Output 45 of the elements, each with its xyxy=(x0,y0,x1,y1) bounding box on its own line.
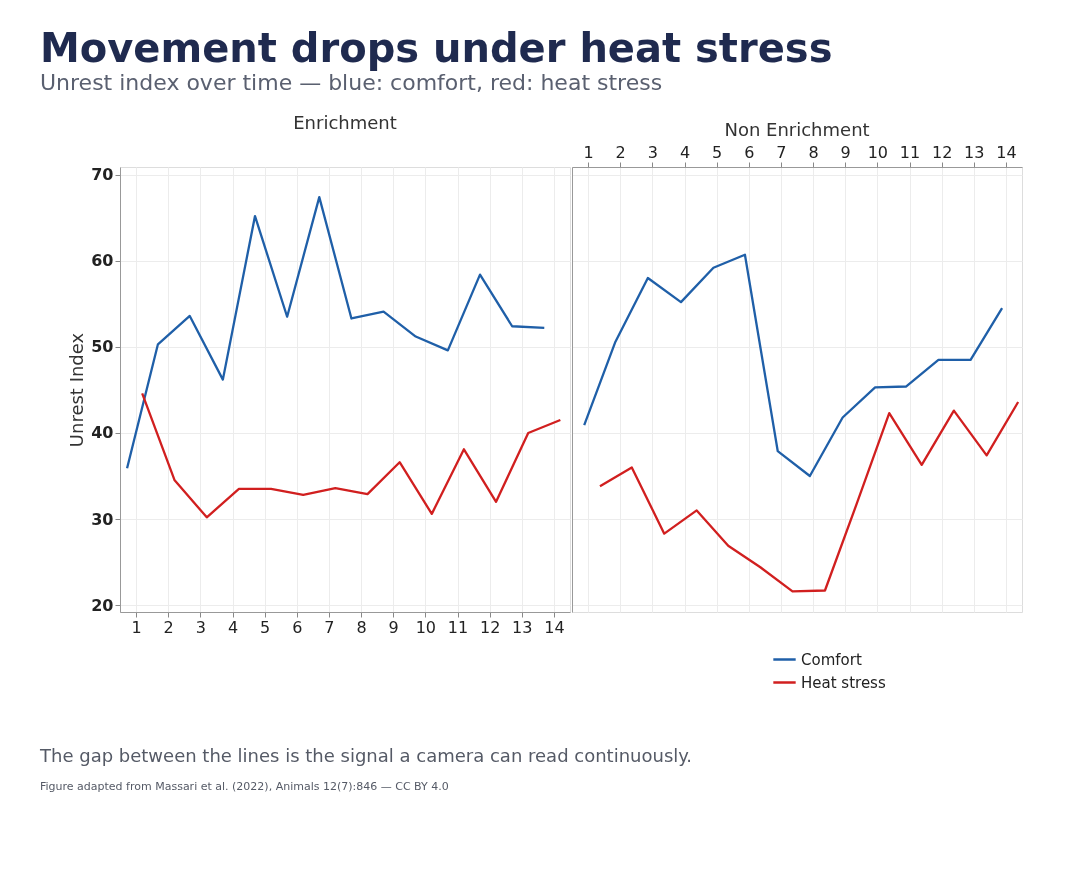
line-series xyxy=(141,392,562,519)
legend-label: Heat stress xyxy=(801,673,886,692)
y-tick-label: 30 xyxy=(91,509,114,529)
x-tick-label: 11 xyxy=(447,617,469,637)
x-tick-label: 5 xyxy=(712,142,723,162)
x-tick-label: 7 xyxy=(776,142,787,162)
y-tick-label: 70 xyxy=(91,165,114,185)
x-tick-label: 13 xyxy=(512,617,533,637)
x-tick-label: 10 xyxy=(867,142,889,162)
x-tick-label: 10 xyxy=(415,617,437,637)
y-tick-label: 50 xyxy=(91,337,114,357)
x-tick-label: 7 xyxy=(324,617,335,637)
x-tick-label: 8 xyxy=(808,142,819,162)
x-tick-label: 4 xyxy=(227,617,239,637)
text: Figure adapted from Massari et al. (2022), Animals 12(7):846 — CC BY 4.0 xyxy=(40,780,449,793)
x-tick-label: 4 xyxy=(679,142,691,162)
y-tick-label: 20 xyxy=(91,595,114,615)
x-tick-label: 3 xyxy=(195,617,206,637)
y-axis-title: Unrest Index xyxy=(66,332,88,448)
x-tick-label: 9 xyxy=(840,142,851,162)
x-tick-label: 13 xyxy=(964,142,985,162)
text: Unrest index over time — blue: comfort, red: heat stress xyxy=(40,70,663,96)
x-tick-label: 1 xyxy=(131,617,142,637)
x-tick-label: 2 xyxy=(163,617,174,637)
x-tick-label: 6 xyxy=(292,617,303,637)
x-tick-label: 14 xyxy=(544,617,565,637)
x-tick-label: 14 xyxy=(996,142,1017,162)
x-tick-label: 5 xyxy=(260,617,271,637)
text: Movement drops under heat stress xyxy=(40,25,833,72)
line-series xyxy=(125,195,546,470)
y-tick-label: 40 xyxy=(91,423,114,443)
y-tick-label: 60 xyxy=(91,251,114,271)
text: The gap between the lines is the signal a camera can read continuously. xyxy=(39,745,693,766)
x-tick-label: 8 xyxy=(356,617,367,637)
x-tick-label: 6 xyxy=(744,142,755,162)
chart-title: Enrichment xyxy=(293,111,397,133)
x-tick-label: 12 xyxy=(479,617,501,637)
x-tick-label: 12 xyxy=(931,142,953,162)
legend-label: Comfort xyxy=(801,650,862,669)
chart-title: Non Enrichment xyxy=(724,119,870,140)
x-tick-label: 1 xyxy=(583,142,594,162)
x-tick-label: 11 xyxy=(899,142,921,162)
x-tick-label: 9 xyxy=(388,617,399,637)
x-tick-label: 2 xyxy=(615,142,626,162)
x-tick-label: 3 xyxy=(647,142,658,162)
